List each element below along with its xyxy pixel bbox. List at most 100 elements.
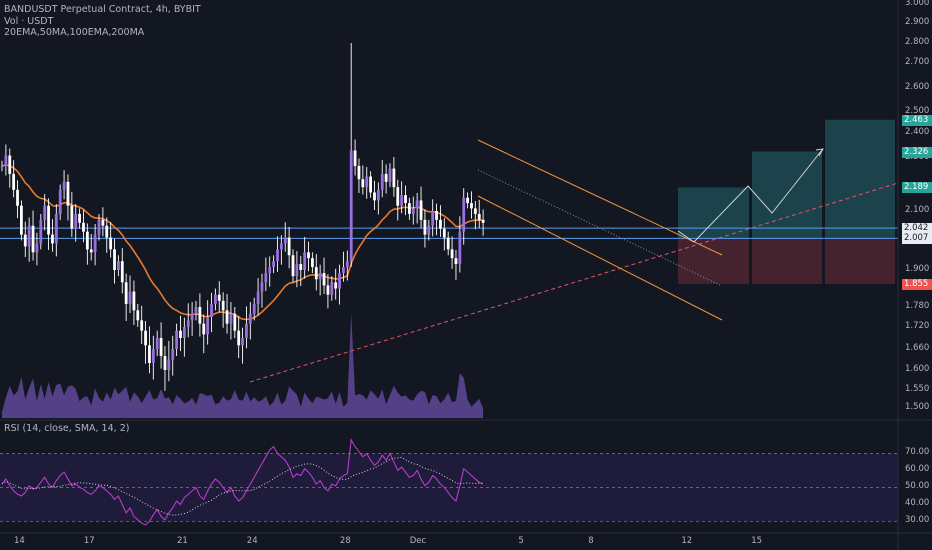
candle[interactable] (70, 191, 74, 237)
candle[interactable] (334, 268, 338, 300)
candle[interactable] (20, 200, 23, 241)
candle[interactable] (210, 292, 213, 333)
candle[interactable] (217, 281, 221, 313)
candle[interactable] (396, 179, 400, 221)
candle[interactable] (291, 249, 295, 283)
candle[interactable] (113, 238, 116, 284)
candle[interactable] (179, 315, 182, 352)
candle[interactable] (124, 273, 128, 321)
candle[interactable] (462, 188, 466, 245)
candle[interactable] (357, 158, 361, 193)
candle[interactable] (8, 148, 12, 188)
candle[interactable] (260, 273, 264, 308)
candle[interactable] (159, 322, 163, 369)
candle[interactable] (466, 192, 469, 209)
candle[interactable] (256, 278, 260, 316)
candle[interactable] (198, 293, 202, 337)
candle[interactable] (408, 197, 411, 220)
candle[interactable] (120, 248, 124, 294)
candle[interactable] (345, 250, 349, 281)
candle[interactable] (450, 236, 454, 269)
rsi-legend[interactable]: RSI (14, close, SMA, 14, 2) (4, 423, 130, 434)
candle[interactable] (47, 198, 50, 250)
candle[interactable] (82, 209, 85, 243)
candle[interactable] (167, 340, 171, 382)
ema-legend[interactable]: 20EMA,50MA,100EMA,200MA (4, 27, 145, 38)
candle[interactable] (0, 160, 4, 172)
candle[interactable] (314, 254, 318, 291)
candle[interactable] (322, 257, 326, 295)
candle[interactable] (206, 300, 210, 345)
candle[interactable] (318, 264, 322, 296)
candle[interactable] (404, 185, 407, 216)
candle[interactable] (190, 302, 194, 336)
candle[interactable] (470, 191, 473, 219)
candle[interactable] (473, 200, 477, 230)
candle[interactable] (295, 251, 299, 288)
symbol-legend[interactable]: BANDUSDT Perpetual Contract, 4h, BYBIT (4, 4, 201, 15)
candle[interactable] (101, 207, 105, 237)
candle[interactable] (136, 303, 140, 327)
candle[interactable] (252, 297, 256, 321)
candle[interactable] (23, 221, 27, 258)
candle[interactable] (435, 203, 438, 236)
candle[interactable] (58, 184, 62, 220)
candle[interactable] (140, 305, 144, 344)
candle[interactable] (442, 218, 446, 251)
candle[interactable] (214, 288, 217, 311)
candle[interactable] (62, 170, 66, 200)
candle[interactable] (229, 302, 233, 340)
candle[interactable] (373, 180, 376, 210)
rsi-pane[interactable] (0, 438, 898, 526)
candle[interactable] (330, 276, 334, 301)
candle[interactable] (268, 256, 272, 287)
volume-legend[interactable]: Vol · USDT (4, 16, 54, 27)
candle[interactable] (31, 210, 35, 261)
candle[interactable] (338, 264, 341, 305)
candle[interactable] (151, 335, 155, 380)
candle[interactable] (245, 306, 248, 349)
candle[interactable] (431, 199, 435, 237)
candle[interactable] (287, 226, 291, 269)
candle[interactable] (27, 217, 31, 262)
candle[interactable] (427, 219, 431, 241)
candle[interactable] (303, 236, 307, 279)
candle[interactable] (93, 223, 97, 266)
candle[interactable] (194, 300, 198, 321)
candle[interactable] (186, 303, 190, 338)
candle[interactable] (39, 213, 43, 250)
candle[interactable] (477, 199, 481, 229)
candle[interactable] (144, 321, 147, 364)
candle[interactable] (4, 144, 8, 176)
candle[interactable] (85, 223, 89, 265)
candle[interactable] (12, 160, 16, 198)
candle[interactable] (264, 257, 268, 291)
candle[interactable] (74, 204, 78, 242)
candle[interactable] (361, 165, 365, 195)
candle[interactable] (458, 216, 462, 273)
candle[interactable] (276, 236, 279, 272)
candle[interactable] (411, 196, 415, 225)
candle[interactable] (415, 192, 419, 224)
candle[interactable] (384, 164, 388, 194)
candle[interactable] (272, 255, 275, 274)
candle[interactable] (163, 346, 167, 391)
candle[interactable] (342, 251, 345, 282)
candle[interactable] (446, 231, 450, 256)
candle[interactable] (225, 294, 229, 334)
candle[interactable] (16, 180, 19, 219)
candle[interactable] (307, 241, 310, 272)
candle[interactable] (400, 181, 404, 214)
candle[interactable] (237, 315, 241, 359)
candle[interactable] (439, 205, 442, 237)
candle[interactable] (241, 327, 244, 364)
candle[interactable] (117, 255, 120, 277)
candle[interactable] (78, 208, 81, 229)
candle[interactable] (353, 139, 357, 176)
candle[interactable] (349, 43, 353, 268)
candle[interactable] (43, 194, 47, 231)
candle[interactable] (155, 330, 159, 356)
candle[interactable] (132, 280, 136, 325)
candle[interactable] (182, 317, 186, 357)
